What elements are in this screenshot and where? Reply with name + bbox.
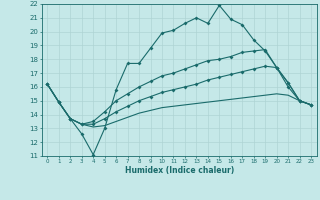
- X-axis label: Humidex (Indice chaleur): Humidex (Indice chaleur): [124, 166, 234, 175]
